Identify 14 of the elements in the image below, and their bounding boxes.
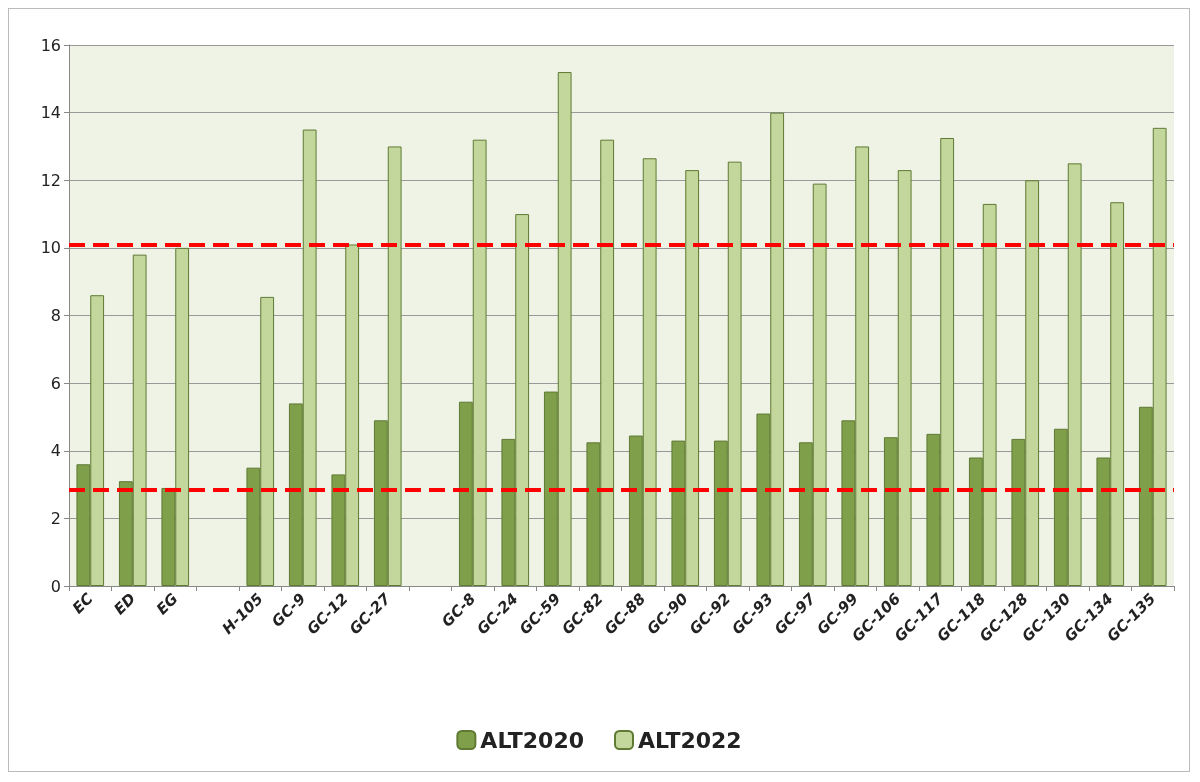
y-tick-label: 14 (40, 103, 61, 123)
y-tick-label: 0 (50, 576, 61, 596)
y-tick-label: 2 (50, 508, 61, 528)
legend-label: ALT2022 (638, 727, 742, 753)
y-tick-label: 16 (40, 35, 61, 55)
y-tick-label: 8 (50, 306, 61, 325)
y-tick-label: 6 (50, 373, 61, 393)
y-tick-label: 12 (40, 170, 61, 190)
legend-label: ALT2020 (480, 727, 584, 753)
y-tick-label: 10 (40, 238, 61, 258)
x-tick-label: ED (110, 589, 140, 619)
x-tick-label: EC (68, 589, 97, 618)
y-tick-label: 4 (50, 441, 61, 461)
x-tick-label: EG (152, 589, 182, 619)
